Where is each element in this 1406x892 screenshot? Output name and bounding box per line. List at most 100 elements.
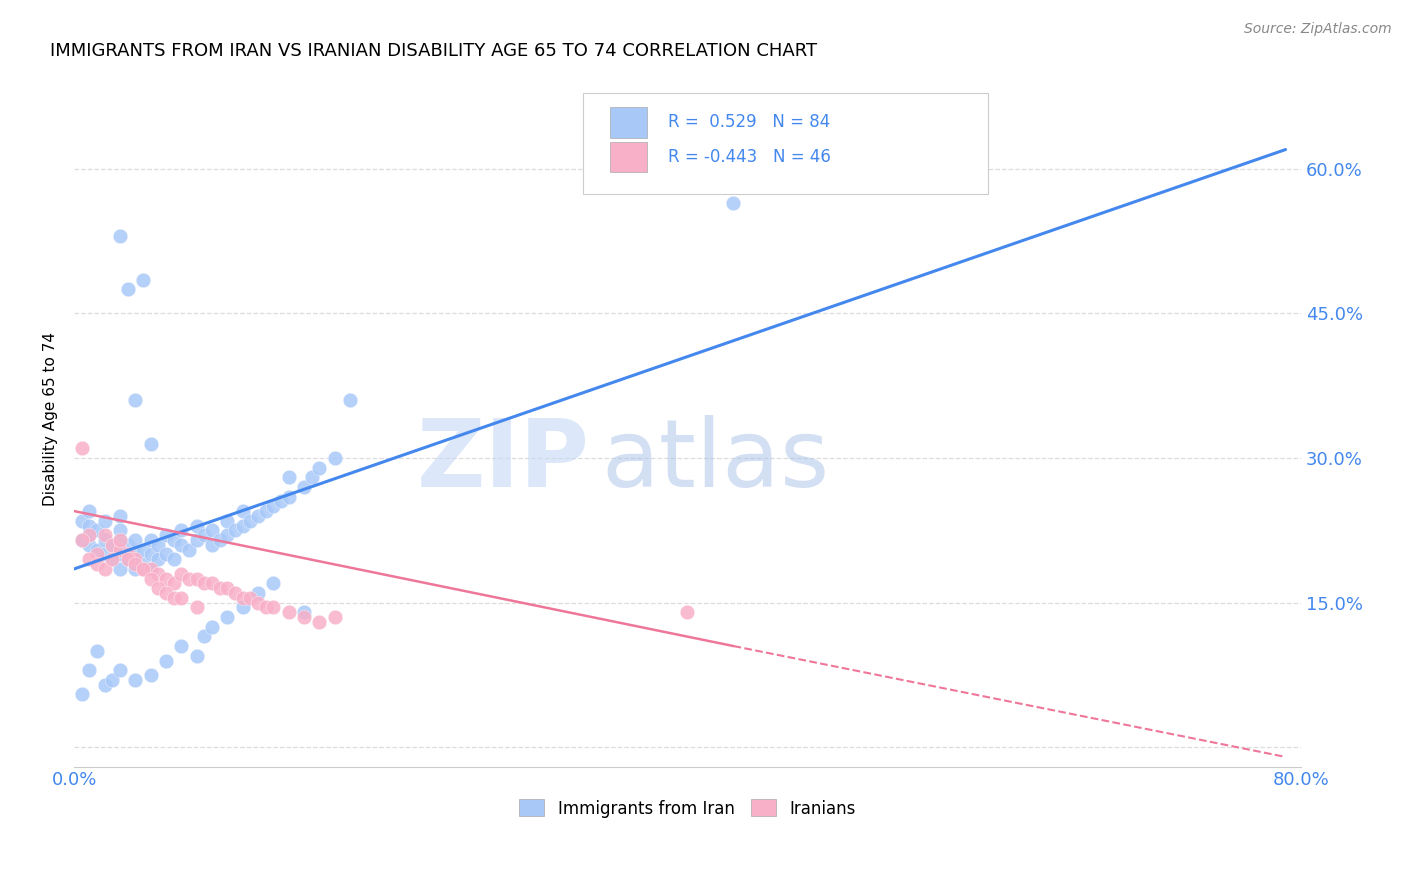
Point — [239, 514, 262, 528]
Point — [70, 533, 93, 547]
Point — [201, 576, 224, 591]
Point — [201, 538, 224, 552]
Point — [170, 639, 193, 653]
Point — [676, 605, 699, 619]
Point — [208, 533, 231, 547]
Point — [139, 562, 162, 576]
Point — [208, 581, 231, 595]
Point — [254, 504, 277, 518]
Point — [70, 442, 93, 456]
Legend: Immigrants from Iran, Iranians: Immigrants from Iran, Iranians — [513, 793, 862, 824]
Point — [79, 518, 101, 533]
Point — [79, 552, 101, 566]
Point — [292, 605, 315, 619]
Point — [94, 548, 117, 562]
Point — [86, 557, 108, 571]
Point — [132, 273, 155, 287]
Point — [201, 620, 224, 634]
Point — [124, 557, 146, 571]
Text: atlas: atlas — [602, 415, 830, 508]
Point — [186, 648, 208, 663]
Point — [79, 528, 101, 542]
Point — [139, 562, 162, 576]
Point — [108, 508, 131, 523]
Point — [117, 552, 139, 566]
Point — [193, 528, 215, 542]
Point — [108, 562, 131, 576]
Point — [79, 504, 101, 518]
Point — [101, 552, 124, 566]
Point — [254, 600, 277, 615]
Point — [108, 524, 131, 538]
Point — [217, 581, 239, 595]
Point — [308, 460, 330, 475]
Point — [247, 596, 270, 610]
Point — [148, 538, 170, 552]
Point — [232, 518, 254, 533]
Point — [139, 548, 162, 562]
Point — [155, 572, 177, 586]
Point — [170, 538, 193, 552]
Point — [139, 572, 162, 586]
Point — [170, 591, 193, 605]
Point — [323, 451, 346, 466]
Point — [224, 586, 246, 600]
Point — [79, 663, 101, 677]
Point — [163, 591, 186, 605]
Point — [101, 552, 124, 566]
Point — [117, 282, 139, 296]
Point — [292, 480, 315, 494]
Point — [186, 533, 208, 547]
Point — [339, 393, 361, 408]
Point — [94, 528, 117, 542]
Point — [155, 528, 177, 542]
Point — [108, 533, 131, 547]
Point — [232, 591, 254, 605]
Point — [94, 514, 117, 528]
FancyBboxPatch shape — [583, 94, 988, 194]
Point — [108, 533, 131, 547]
Point — [155, 653, 177, 667]
FancyBboxPatch shape — [610, 107, 647, 137]
Point — [86, 644, 108, 658]
Point — [170, 524, 193, 538]
Point — [247, 508, 270, 523]
Point — [70, 687, 93, 701]
Point — [86, 524, 108, 538]
Point — [101, 673, 124, 687]
Point — [94, 562, 117, 576]
Point — [323, 610, 346, 624]
Point — [124, 393, 146, 408]
Point — [108, 548, 131, 562]
Point — [124, 562, 146, 576]
Point — [239, 591, 262, 605]
Point — [124, 552, 146, 566]
Point — [270, 494, 292, 508]
Point — [723, 195, 745, 210]
Point — [124, 533, 146, 547]
Text: Source: ZipAtlas.com: Source: ZipAtlas.com — [1244, 22, 1392, 37]
FancyBboxPatch shape — [610, 142, 647, 172]
Point — [101, 538, 124, 552]
Point — [193, 576, 215, 591]
Point — [217, 610, 239, 624]
Point — [117, 552, 139, 566]
Point — [148, 552, 170, 566]
Point — [70, 533, 93, 547]
Text: R = -0.443   N = 46: R = -0.443 N = 46 — [668, 148, 831, 166]
Point — [148, 581, 170, 595]
Point — [262, 576, 284, 591]
Point — [193, 629, 215, 643]
Point — [301, 470, 323, 484]
Point — [155, 548, 177, 562]
Point — [132, 562, 155, 576]
Point — [108, 663, 131, 677]
Point — [132, 542, 155, 557]
Text: ZIP: ZIP — [416, 415, 589, 508]
Point — [292, 610, 315, 624]
Point — [101, 538, 124, 552]
Point — [277, 605, 299, 619]
Point — [262, 500, 284, 514]
Point — [139, 436, 162, 450]
Text: R =  0.529   N = 84: R = 0.529 N = 84 — [668, 113, 830, 131]
